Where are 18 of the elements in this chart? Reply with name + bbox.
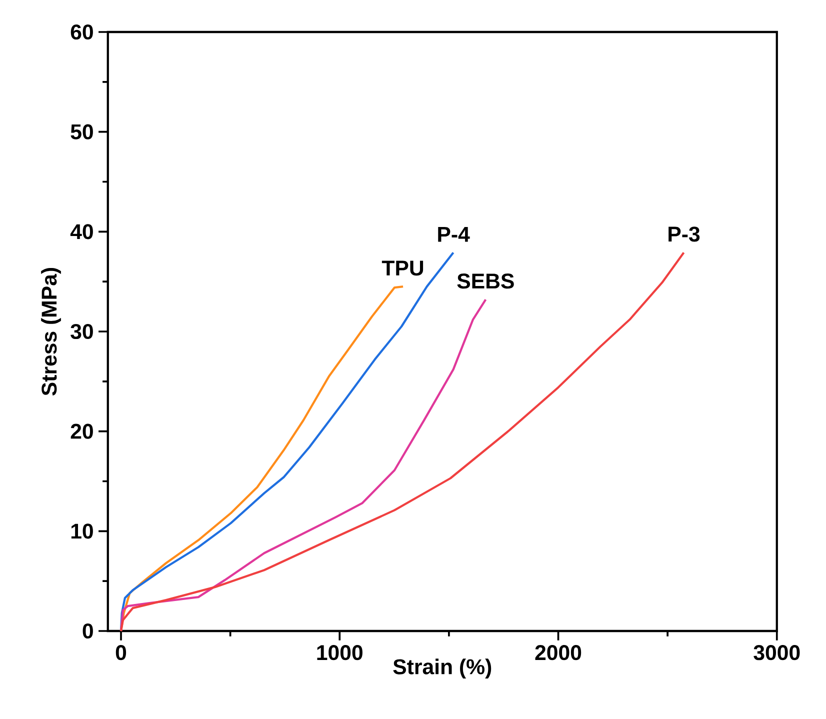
y-tick-label: 20 bbox=[70, 424, 93, 439]
y-tick-label: 60 bbox=[70, 24, 93, 40]
x-tick-label: 1000 bbox=[317, 645, 362, 660]
x-axis-title: Strain (%) bbox=[393, 658, 492, 679]
x-tick-label: 3000 bbox=[754, 645, 800, 660]
series-label: SEBS bbox=[457, 274, 514, 289]
x-tick-label: 0 bbox=[116, 645, 126, 660]
x-tick-label: 2000 bbox=[535, 645, 582, 660]
series-label: P-3 bbox=[668, 226, 700, 242]
series-label: P-4 bbox=[438, 227, 470, 242]
y-tick-label: 50 bbox=[70, 124, 93, 140]
y-tick-label: 0 bbox=[82, 623, 93, 639]
line-series bbox=[120, 252, 685, 632]
y-tick-label: 40 bbox=[70, 224, 93, 240]
series-label: TPU bbox=[382, 260, 424, 276]
y-axis-title: Stress (MPa) bbox=[41, 268, 61, 396]
y-tick-label: 10 bbox=[71, 524, 93, 539]
y-tick-label: 30 bbox=[70, 324, 93, 340]
